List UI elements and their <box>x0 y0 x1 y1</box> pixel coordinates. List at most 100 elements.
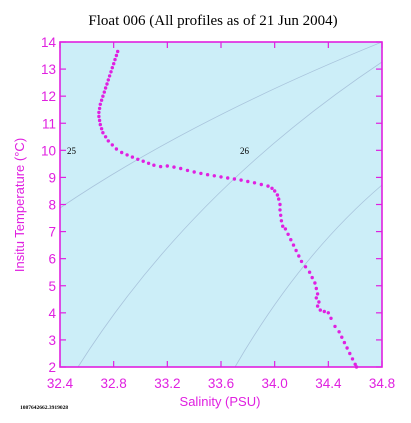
data-point <box>318 308 322 312</box>
y-axis-ticks <box>60 41 382 368</box>
data-point <box>97 118 102 123</box>
y-tick-label: 9 <box>48 170 56 185</box>
data-point <box>106 139 111 143</box>
data-point <box>125 153 129 157</box>
data-point <box>112 62 116 66</box>
y-tick-label: 14 <box>41 35 57 50</box>
x-axis-tick-labels: 32.4 32.8 33.2 33.6 34.0 34.4 34.8 <box>47 376 395 391</box>
y-tick-label: 8 <box>48 198 56 213</box>
x-axis-ticks <box>59 42 383 367</box>
data-point <box>239 178 243 182</box>
data-point <box>259 182 263 187</box>
data-point <box>102 90 107 94</box>
data-point <box>99 127 104 131</box>
data-point <box>98 122 103 127</box>
y-axis-title: Insitu Temperature (°C) <box>12 138 27 272</box>
data-point <box>310 275 314 280</box>
footer-id: 1087642662.3919028 <box>20 405 68 411</box>
data-point <box>252 181 257 185</box>
data-point <box>97 114 101 119</box>
y-tick-label: 10 <box>41 143 56 158</box>
x-tick-label: 33.2 <box>154 376 180 391</box>
y-tick-label: 13 <box>41 62 56 77</box>
data-point <box>315 304 320 308</box>
data-point <box>141 159 145 163</box>
data-point <box>120 150 124 155</box>
data-point <box>105 82 109 86</box>
data-point <box>152 163 156 167</box>
data-point <box>97 110 101 115</box>
data-point <box>278 208 282 212</box>
data-point <box>212 174 216 178</box>
y-tick-label: 2 <box>48 360 56 375</box>
data-point <box>333 324 337 329</box>
data-point <box>273 189 277 193</box>
data-point <box>232 177 237 181</box>
data-point <box>219 175 223 179</box>
data-point <box>297 254 301 258</box>
x-tick-label: 34.4 <box>315 376 342 391</box>
data-point <box>350 357 355 361</box>
y-tick-label: 12 <box>41 89 56 104</box>
data-point <box>101 94 105 98</box>
chart-title: Float 006 (All profiles as of 21 Jun 200… <box>88 13 337 29</box>
data-point <box>103 86 108 90</box>
y-tick-label: 11 <box>42 116 56 131</box>
isopycnal-curve <box>77 61 383 368</box>
data-point <box>110 143 115 147</box>
data-point <box>101 131 105 135</box>
data-point <box>172 165 176 169</box>
data-point <box>299 259 304 264</box>
y-tick-label: 5 <box>48 279 56 294</box>
data-point <box>107 74 112 78</box>
y-tick-label: 6 <box>48 252 56 267</box>
data-point <box>116 49 120 54</box>
data-point <box>353 362 357 366</box>
data-point <box>165 164 169 168</box>
data-point <box>345 346 349 350</box>
y-axis-tick-labels: 2 3 4 5 6 7 8 9 10 11 12 13 14 <box>41 35 57 375</box>
data-point <box>136 157 140 161</box>
data-point <box>340 335 344 339</box>
data-point <box>114 53 119 58</box>
data-point <box>106 78 111 82</box>
data-point <box>322 309 326 314</box>
data-point <box>279 219 284 223</box>
data-point <box>179 166 183 171</box>
data-point <box>110 66 115 70</box>
data-points <box>97 49 359 369</box>
data-point <box>278 202 282 207</box>
data-point <box>315 292 320 296</box>
data-point <box>205 173 210 177</box>
data-point <box>314 286 318 291</box>
data-point <box>99 98 104 102</box>
data-point <box>113 57 117 62</box>
data-point <box>294 248 298 253</box>
data-point <box>146 161 151 165</box>
data-point <box>329 316 333 320</box>
data-point <box>337 330 341 334</box>
data-point <box>283 227 288 231</box>
y-tick-label: 7 <box>48 225 56 240</box>
data-point <box>348 351 352 356</box>
data-point <box>279 213 283 217</box>
data-point <box>114 147 119 151</box>
x-tick-label: 32.4 <box>47 376 74 391</box>
data-point <box>192 170 196 174</box>
plot-area <box>60 42 382 367</box>
data-point <box>303 265 308 269</box>
data-point <box>286 232 290 236</box>
y-tick-label: 4 <box>48 306 56 321</box>
data-point <box>109 70 113 74</box>
x-tick-label: 34.8 <box>369 376 395 391</box>
x-axis-title: Salinity (PSU) <box>180 394 261 409</box>
isopycnal-curve <box>59 41 383 209</box>
data-point <box>277 197 281 201</box>
data-point <box>289 238 293 242</box>
data-point <box>97 106 102 111</box>
data-point <box>226 176 230 180</box>
data-point <box>317 300 321 304</box>
data-point <box>275 193 280 197</box>
data-point <box>130 155 135 159</box>
